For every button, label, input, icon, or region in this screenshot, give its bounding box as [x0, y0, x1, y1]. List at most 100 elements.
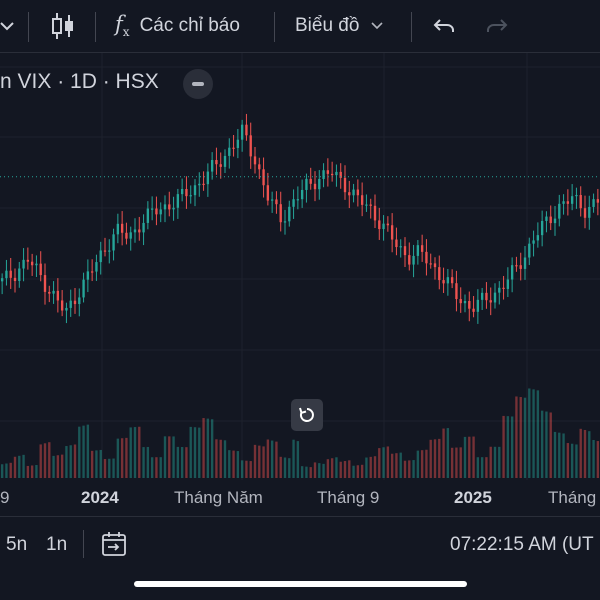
candle-body — [352, 189, 355, 196]
volume-bar — [159, 457, 162, 478]
candle-body — [43, 275, 47, 292]
candle-body — [403, 246, 407, 256]
candle-body — [129, 232, 132, 239]
candle-body — [502, 287, 505, 289]
candle-body — [172, 207, 175, 210]
candle-body — [463, 300, 467, 304]
price-chart[interactable] — [0, 53, 600, 480]
volume-bar — [588, 431, 591, 478]
volume-bar — [73, 444, 77, 478]
volume-bar — [558, 432, 561, 478]
candle-body — [553, 218, 557, 224]
candle-body — [270, 199, 274, 201]
volume-bar — [373, 456, 377, 478]
candle-body — [240, 124, 244, 140]
volume-bar — [236, 451, 240, 478]
candle-body — [150, 208, 154, 210]
volume-bar — [253, 444, 257, 478]
candle-body — [159, 209, 162, 215]
candle-body — [459, 299, 462, 304]
candle-body — [532, 240, 535, 244]
candlestick-icon[interactable] — [50, 0, 78, 52]
candle-body — [300, 189, 304, 200]
volume-bar — [579, 428, 582, 478]
candle-body — [399, 246, 402, 248]
volume-bar — [343, 461, 347, 478]
volume-bar — [120, 438, 124, 478]
volume-bar — [275, 441, 278, 478]
chevron-down-icon — [371, 17, 384, 35]
candle-body — [146, 208, 150, 223]
go-to-date-icon[interactable] — [100, 530, 128, 563]
candle-body — [206, 171, 210, 185]
volume-bar — [288, 458, 291, 478]
candle-body — [570, 196, 574, 204]
volume-bar — [536, 390, 540, 478]
volume-bar — [506, 416, 510, 478]
collapse-legend-button[interactable] — [183, 69, 213, 99]
x-tick-label: Tháng — [548, 488, 597, 507]
candle-body — [245, 124, 248, 136]
volume-bar — [0, 464, 4, 478]
redo-button[interactable] — [486, 0, 508, 52]
volume-bar — [360, 464, 364, 478]
volume-bar — [493, 446, 497, 478]
candle-body — [65, 307, 68, 311]
toolbar-divider — [274, 12, 275, 42]
candle-body — [493, 292, 497, 303]
volume-bar — [330, 458, 334, 478]
indicators-button[interactable]: fx Các chỉ báo — [115, 0, 240, 52]
volume-bar — [163, 436, 167, 478]
candle-body — [313, 183, 317, 190]
candle-body — [18, 268, 21, 282]
candle-body — [373, 205, 377, 221]
volume-bar — [270, 440, 274, 478]
volume-bar — [476, 457, 480, 478]
chevron-down-icon[interactable] — [0, 0, 18, 52]
range-5y-button[interactable]: 5n — [6, 534, 28, 555]
volume-bar — [450, 447, 454, 478]
volume-bar — [296, 441, 300, 478]
volume-bar — [189, 426, 192, 478]
reset-chart-button[interactable] — [291, 399, 323, 431]
volume-bar — [532, 389, 535, 478]
volume-bar — [206, 418, 210, 478]
volume-bar — [168, 436, 171, 478]
candle-body — [215, 159, 218, 165]
volume-bar — [142, 447, 145, 478]
volume-bar — [412, 460, 415, 478]
volume-bar — [258, 445, 261, 478]
volume-bar — [468, 436, 471, 478]
volume-bar — [146, 446, 150, 478]
volume-bar — [429, 439, 432, 478]
clock-timezone[interactable]: 07:22:15 AM (UT — [450, 534, 594, 555]
volume-bar — [112, 458, 115, 478]
volume-bar — [150, 457, 154, 478]
candle-body — [108, 250, 111, 252]
range-1y-button[interactable]: 1n — [46, 534, 68, 555]
chart-type-button[interactable]: Biểu đồ — [295, 0, 384, 52]
candle-body — [52, 290, 55, 294]
undo-button[interactable] — [433, 0, 455, 52]
candle-body — [279, 204, 282, 223]
volume-bar — [545, 411, 548, 478]
candle-body — [318, 179, 321, 190]
volume-bar — [292, 439, 295, 478]
candle-body — [549, 216, 552, 224]
volume-bar — [52, 455, 55, 478]
candle-body — [193, 185, 197, 196]
volume-bar — [116, 438, 120, 478]
candle-body — [283, 221, 287, 223]
volume-bar — [155, 457, 158, 478]
volume-bar — [498, 446, 501, 478]
volume-bar — [65, 446, 68, 478]
top-toolbar: fx Các chỉ báo Biểu đồ — [0, 0, 600, 53]
candle-body — [575, 194, 578, 197]
candle-body — [232, 147, 235, 149]
candle-body — [476, 299, 480, 312]
reset-icon — [299, 407, 314, 422]
candle-body — [562, 201, 565, 204]
candle-body — [515, 265, 518, 267]
candle-body — [275, 199, 278, 205]
candle-body — [326, 170, 330, 174]
